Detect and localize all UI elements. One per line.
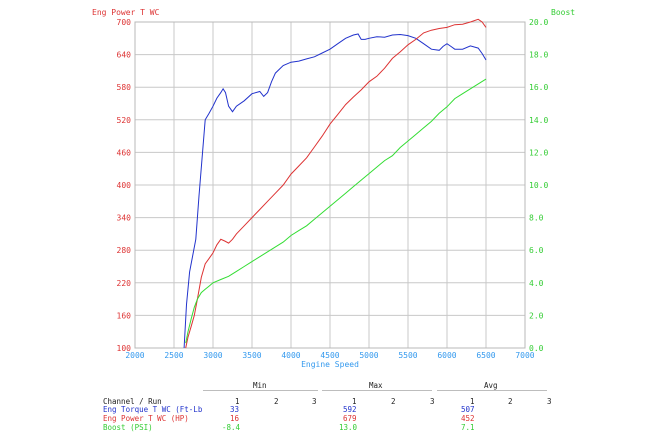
right-tick-label: 12.0 [529, 148, 548, 157]
x-tick-label: 4000 [281, 351, 300, 360]
right-tick-label: 4.0 [529, 279, 544, 288]
left-tick-label: 220 [117, 279, 132, 288]
boost-avg: 7.1 [461, 423, 475, 432]
row-label-torque: Eng Torque T WC (Ft-Lb [103, 405, 203, 414]
boost-max: 13.0 [339, 423, 358, 432]
left-tick-label: 400 [117, 181, 132, 190]
series-line-1 [185, 18, 487, 349]
run-header: 2 [508, 397, 513, 406]
group-header-avg: Avg [484, 381, 498, 390]
left-tick-label: 700 [117, 18, 132, 27]
right-tick-label: 8.0 [529, 214, 544, 223]
right-tick-label: 18.0 [529, 51, 548, 60]
right-tick-label: 0.0 [529, 344, 544, 353]
right-tick-label: 20.0 [529, 18, 548, 27]
run-header: 1 [470, 397, 475, 406]
x-tick-label: 6000 [437, 351, 456, 360]
right-tick-labels: 0.0 2.0 4.0 6.0 8.0 10.0 12.0 14.0 16.0 18.0 20.0 [529, 18, 548, 353]
x-tick-label: 5000 [359, 351, 378, 360]
x-axis-title: Engine Speed [301, 360, 359, 369]
min-group-rule [203, 390, 318, 391]
row-label-boost: Boost (PSI) [103, 423, 153, 432]
plot-frame [134, 21, 526, 349]
x-tick-label: 3000 [203, 351, 222, 360]
x-tick-labels: 2000 2500 3000 3500 4000 4500 5000 5500 6000 6500… [125, 351, 534, 360]
right-axis-title: Boost [551, 8, 575, 17]
run-header: 3 [312, 397, 317, 406]
torque-avg: 507 [461, 405, 475, 414]
x-tick-label: 2500 [164, 351, 183, 360]
run-header: 1 [352, 397, 357, 406]
x-tick-label: 5500 [398, 351, 417, 360]
left-tick-label: 520 [117, 116, 132, 125]
channel-run-header: Channel / Run [103, 397, 162, 406]
series-lines [183, 18, 487, 349]
right-tick-label: 16.0 [529, 83, 548, 92]
run-header: 2 [274, 397, 279, 406]
right-tick-label: 6.0 [529, 246, 544, 255]
left-tick-labels: 100 160 220 280 340 400 460 520 580 640 700 [117, 18, 132, 353]
left-tick-label: 340 [117, 214, 132, 223]
max-group-rule [322, 390, 432, 391]
series-line-0 [183, 33, 487, 349]
run-header: 2 [391, 397, 396, 406]
x-tick-label: 6500 [476, 351, 495, 360]
torque-min: 33 [230, 405, 240, 414]
right-tick-label: 2.0 [529, 311, 544, 320]
boost-min: -8.4 [222, 423, 241, 432]
x-tick-label: 2000 [125, 351, 144, 360]
run-header: 1 [235, 397, 240, 406]
avg-group-rule [437, 390, 547, 391]
right-tick-label: 10.0 [529, 181, 548, 190]
power-max: 679 [343, 414, 357, 423]
grid [134, 21, 526, 349]
x-tick-label: 4500 [320, 351, 339, 360]
run-header: 3 [430, 397, 435, 406]
torque-max: 592 [343, 405, 357, 414]
left-tick-label: 160 [117, 311, 132, 320]
row-label-power: Eng Power T WC (HP) [103, 414, 189, 423]
group-header-min: Min [253, 381, 267, 390]
left-tick-label: 640 [117, 51, 132, 60]
left-tick-label: 100 [117, 344, 132, 353]
run-header: 3 [547, 397, 552, 406]
x-tick-label: 7000 [515, 351, 534, 360]
left-tick-label: 580 [117, 83, 132, 92]
left-tick-label: 280 [117, 246, 132, 255]
left-axis-title: Eng Power T WC [92, 8, 160, 17]
x-tick-label: 3500 [242, 351, 261, 360]
left-tick-label: 460 [117, 148, 132, 157]
power-avg: 452 [461, 414, 475, 423]
group-header-max: Max [369, 381, 383, 390]
power-min: 16 [230, 414, 240, 423]
right-tick-label: 14.0 [529, 116, 548, 125]
series-line-2 [185, 78, 487, 344]
